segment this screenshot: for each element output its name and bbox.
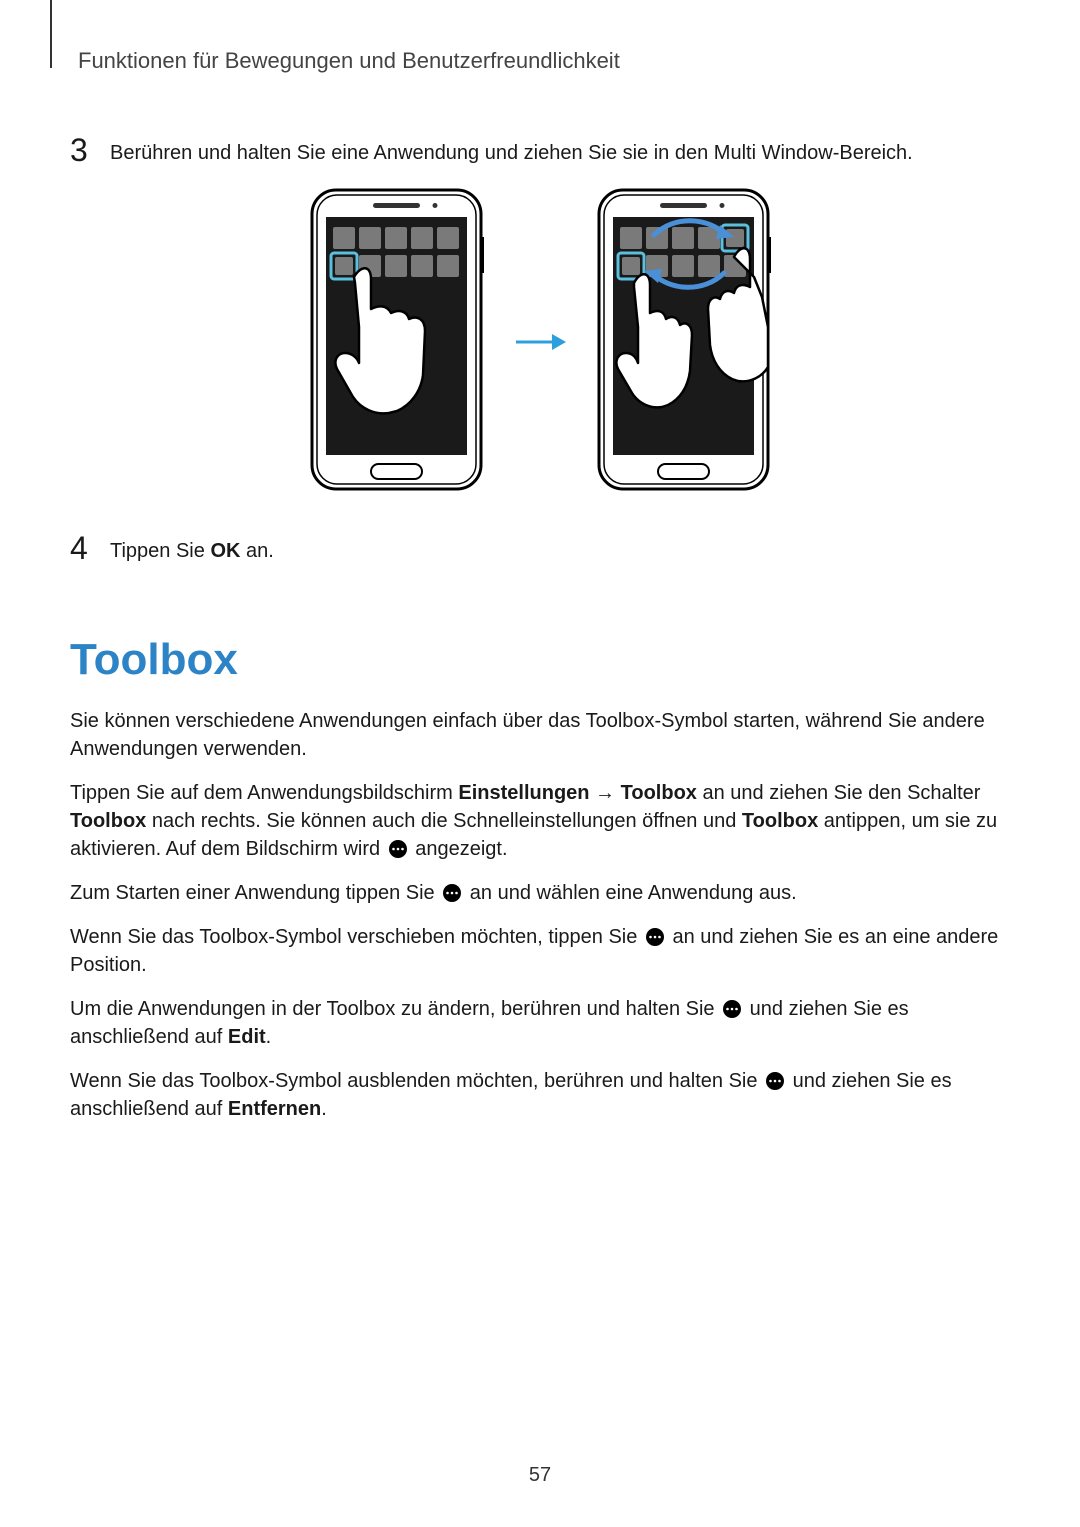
toolbox-p6: Wenn Sie das Toolbox-Symbol ausblenden m… [70, 1067, 1010, 1123]
dots-icon [442, 883, 462, 903]
step-3: 3 Berühren und halten Sie eine Anwendung… [70, 134, 1010, 167]
p5-t3: . [266, 1026, 272, 1048]
p2-t2: → [590, 782, 621, 804]
step-4-bold: OK [210, 540, 240, 562]
p6-t3: . [321, 1098, 327, 1120]
p4-t1: Wenn Sie das Toolbox-Symbol verschieben … [70, 926, 643, 948]
page-header-title: Funktionen für Bewegungen und Benutzerfr… [78, 48, 1010, 74]
diagram-row [70, 187, 1010, 497]
dots-icon [388, 839, 408, 859]
step-4-number: 4 [70, 532, 96, 564]
phone-diagram-left [309, 187, 484, 497]
step-4-suffix: an. [240, 540, 273, 562]
p5-t1: Um die Anwendungen in der Toolbox zu änd… [70, 998, 720, 1020]
p2-t3: an und ziehen Sie den Schalter [697, 782, 981, 804]
toolbox-p1: Sie können verschiedene Anwendungen einf… [70, 707, 1010, 763]
p2-t4: nach rechts. Sie können auch die Schnell… [146, 810, 742, 832]
step-3-text: Berühren und halten Sie eine Anwendung u… [110, 134, 913, 167]
toolbox-p3: Zum Starten einer Anwendung tippen Sie a… [70, 879, 1010, 907]
p2-b2: Toolbox [621, 782, 697, 804]
p2-b1: Einstellungen [458, 782, 589, 804]
step-4-text: Tippen Sie OK an. [110, 532, 274, 565]
p6-b1: Entfernen [228, 1098, 321, 1120]
page-tab-marker [50, 0, 52, 68]
p6-t1: Wenn Sie das Toolbox-Symbol ausblenden m… [70, 1070, 763, 1092]
p2-t6: angezeigt. [410, 838, 508, 860]
phone-diagram-right [596, 187, 771, 497]
section-heading-toolbox: Toolbox [70, 635, 1010, 685]
toolbox-p5: Um die Anwendungen in der Toolbox zu änd… [70, 995, 1010, 1051]
dots-icon [645, 927, 665, 947]
p3-t2: an und wählen eine Anwendung aus. [464, 882, 797, 904]
toolbox-p2: Tippen Sie auf dem Anwendungsbildschirm … [70, 779, 1010, 863]
p2-b4: Toolbox [742, 810, 818, 832]
p2-b3: Toolbox [70, 810, 146, 832]
page-number: 57 [0, 1464, 1080, 1487]
toolbox-p4: Wenn Sie das Toolbox-Symbol verschieben … [70, 923, 1010, 979]
arrow-right-icon [514, 332, 566, 352]
step-3-number: 3 [70, 134, 96, 166]
p5-b1: Edit [228, 1026, 266, 1048]
dots-icon [765, 1071, 785, 1091]
p3-t1: Zum Starten einer Anwendung tippen Sie [70, 882, 440, 904]
dots-icon [722, 999, 742, 1019]
p2-t1: Tippen Sie auf dem Anwendungsbildschirm [70, 782, 458, 804]
step-4-prefix: Tippen Sie [110, 540, 210, 562]
step-4: 4 Tippen Sie OK an. [70, 532, 1010, 565]
